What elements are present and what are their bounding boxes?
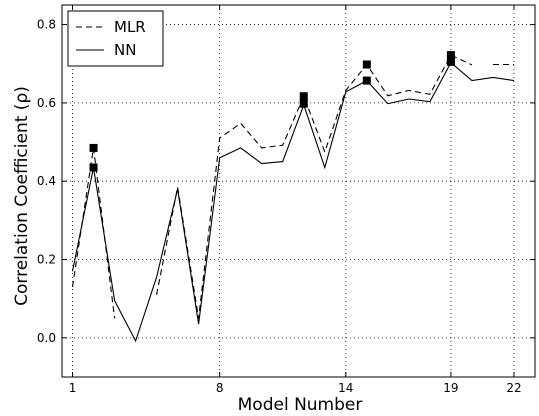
legend: MLR NN: [67, 10, 164, 67]
marker-nn: [299, 99, 308, 108]
marker-mlr: [446, 51, 455, 60]
x-tick-label: 19: [443, 381, 458, 395]
tick-labels: 1 8 14 19 22 0.0 0.2 0.4 0.6 0.8: [37, 18, 522, 395]
y-tick-label: 0.6: [37, 96, 56, 110]
x-tick-label: 8: [216, 381, 224, 395]
series-line-mlr: [156, 54, 473, 319]
marker-mlr: [89, 143, 98, 152]
marker-nn: [446, 57, 455, 66]
x-tick-label: 22: [506, 381, 521, 395]
x-axis-label: Model Number: [238, 395, 363, 415]
marker-mlr: [362, 60, 371, 69]
y-tick-label: 0.8: [37, 18, 56, 32]
marker-nn: [89, 163, 98, 172]
plot-frame: [61, 4, 536, 378]
y-tick-label: 0.2: [37, 253, 56, 267]
grid: [62, 5, 535, 377]
legend-box: [67, 10, 164, 67]
y-tick-label: 0.4: [37, 174, 56, 188]
marker-layer: [89, 51, 455, 172]
marker-nn: [362, 76, 371, 85]
x-tick-label: 1: [69, 381, 77, 395]
marker-mlr: [299, 92, 308, 101]
y-tick-label: 0.0: [37, 331, 56, 345]
ticks: [62, 5, 535, 377]
series-line-nn: [71, 61, 515, 343]
legend-nn-label: NN: [114, 41, 136, 59]
legend-mlr-label: MLR: [114, 18, 146, 36]
x-tick-label: 14: [338, 381, 353, 395]
y-axis-label: Correlation Coefficient (ρ): [12, 86, 32, 306]
